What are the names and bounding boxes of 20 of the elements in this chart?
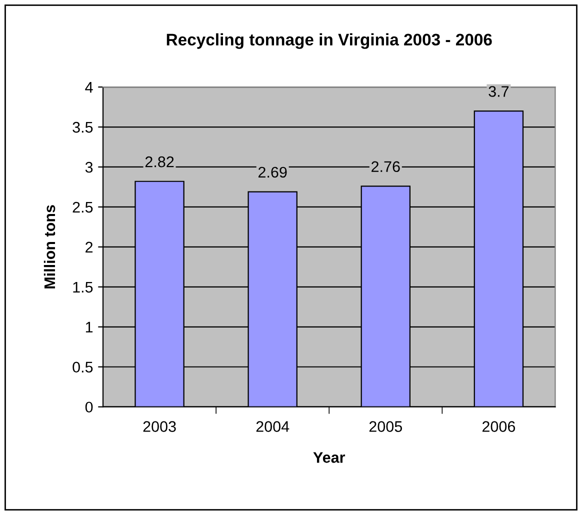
data-label: 2.69	[258, 166, 287, 178]
y-tick-label: 0.5	[72, 362, 93, 373]
y-axis-title: Million tons	[44, 205, 56, 288]
chart-title: Recycling tonnage in Virginia 2003 - 2006	[166, 33, 492, 49]
data-label: 2.76	[372, 161, 400, 172]
y-tick-label: 4	[85, 82, 93, 93]
y-tick-label: 1	[86, 322, 93, 332]
x-tick-label: 2003	[143, 421, 176, 432]
y-tick-label: 1.5	[73, 282, 93, 293]
y-tick-label: 2.5	[72, 202, 93, 213]
x-tick-label: 2006	[482, 421, 516, 432]
y-tick-label: 2	[86, 242, 93, 252]
y-tick-label: 0	[85, 402, 93, 413]
y-tick-label: 3	[85, 162, 93, 173]
y-tick-label: 3.5	[72, 122, 93, 133]
x-tick-label: 2004	[256, 421, 290, 432]
x-tick-label: 2005	[369, 421, 402, 432]
data-label: 3.7	[488, 86, 509, 97]
data-label: 2.82	[145, 156, 174, 168]
x-axis-title: Year	[313, 452, 346, 463]
